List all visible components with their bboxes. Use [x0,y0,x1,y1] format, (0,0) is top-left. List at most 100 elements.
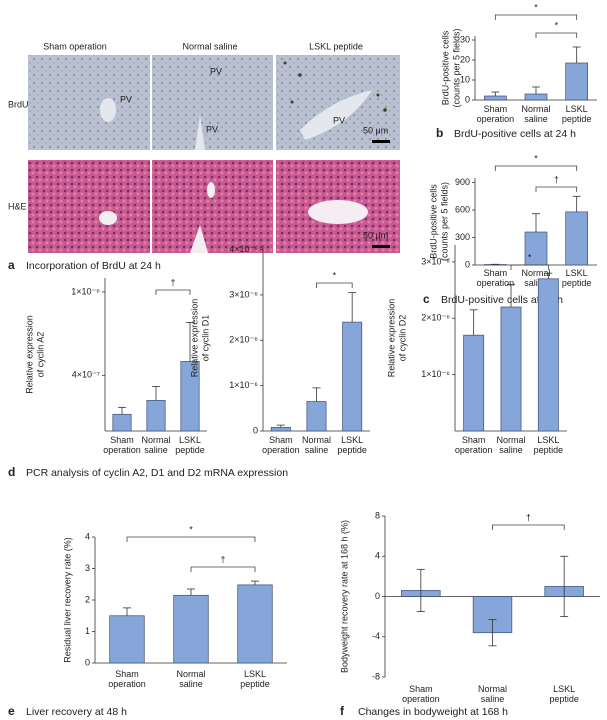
y-tick-label: 4 [375,551,380,561]
x-tick-label: Normal saline [521,268,550,288]
bar [109,615,145,664]
y-tick-label: -8 [372,671,380,681]
x-tick-label: Sham operation [103,435,141,455]
y-tick-label: 4 [85,531,90,541]
scale-bar [372,245,390,248]
bar [500,306,522,432]
caption-letter: b [436,126,443,140]
y-tick-label: 300 [455,232,470,242]
y-tick-label: 3 [85,563,90,573]
y-tick-label: 1×10⁻⁶ [229,380,258,390]
significance-label: * [189,524,193,534]
y-tick-label: 600 [455,204,470,214]
x-tick-label: LSKL peptide [562,104,592,124]
y-tick-label: 1 [85,626,90,636]
caption: BrdU-positive cells at 48 h [441,294,563,306]
significance-label: † [526,512,531,522]
x-tick-label: LSKL peptide [240,669,270,689]
significance-label: † [170,277,175,287]
image [152,55,273,150]
error-bar [560,555,569,618]
bar [537,278,559,432]
significance-bracket [535,32,578,38]
x-tick-label: Normal saline [141,435,170,455]
bar [565,62,588,101]
error-bar [544,272,553,279]
scale-bar [372,140,390,143]
x-tick-label: LSKL peptide [337,435,367,455]
y-tick-label: 0 [253,425,258,435]
x-tick-label: LSKL peptide [175,435,205,455]
significance-label: * [555,20,559,30]
x-tick-label: Sham operation [477,268,515,288]
y-tick-label: 10 [460,74,470,84]
error-bar [348,292,357,323]
y-axis-label: Relative expression [386,299,396,378]
error-bar [488,619,497,647]
bar [237,584,273,664]
y-axis-label: of cyclin D1 [200,315,210,362]
x-tick-label: LSKL peptide [562,268,592,288]
error-bar [312,387,321,402]
error-bar [532,86,540,94]
x-tick-label: Normal saline [176,669,205,689]
significance-label: † [554,174,559,184]
error-bar [532,213,540,233]
x-tick-label: LSKL peptide [549,684,579,704]
significance-label: * [534,2,538,12]
vessel-label: PV [333,115,345,125]
y-tick-label: 3×10⁻⁶ [421,256,450,266]
x-tick-label: Normal saline [302,435,331,455]
vessel-label: PV [120,94,132,104]
y-tick-label: 30 [460,34,470,44]
y-tick-label: 4×10⁻⁷ [72,370,100,380]
significance-label: * [534,153,538,163]
y-tick-label: 2×10⁻⁶ [421,313,450,323]
chart: BrdU-positive cells (counts per 5 fields)… [428,153,597,288]
x-tick-label: Sham operation [455,435,493,455]
vessel [300,90,372,140]
significance-label: * [528,252,532,262]
error-bar [276,424,285,428]
y-tick-label: 0 [465,94,470,104]
x-tick-label: Sham operation [262,435,300,455]
error-bar [187,588,195,596]
error-bar [572,195,581,212]
vessel [190,225,208,253]
error-bar [507,284,515,307]
caption-letter: d [8,465,15,479]
x-tick-label: Sham operation [402,684,440,704]
error-bar [491,91,500,96]
y-axis-label: Residual liver recovery rate (%) [62,537,72,663]
y-axis-label: of cyclin A2 [35,332,45,378]
significance-bracket [126,536,256,542]
bar [173,594,209,664]
bar [342,321,363,432]
x-tick-label: Normal saline [521,104,550,124]
caption-letter: a [8,258,15,272]
y-axis-label: Relative expression [189,299,199,378]
y-tick-label: 0 [85,657,90,667]
y-tick-label: 0 [465,259,470,269]
significance-bracket [510,264,549,270]
vessel-label: PV [210,66,222,76]
vessel [99,211,117,225]
x-tick-label: Sham operation [108,669,146,689]
row-label: H&E [8,201,27,211]
error-bar [186,322,194,362]
significance-bracket [155,289,191,295]
bar [146,400,166,432]
bar [524,93,548,101]
x-tick-label: Normal saline [478,684,507,704]
image [28,160,150,253]
significance-bracket [190,566,256,572]
y-axis-label: BrdU-positive cells [440,30,450,105]
significance-label: * [333,270,337,280]
y-axis-label: BrdU-positive cells [428,184,438,259]
scale-label: 50 μm [363,230,388,240]
caption: BrdU-positive cells at 24 h [454,128,576,140]
significance-label: † [220,554,225,564]
significance-bracket [494,14,578,20]
